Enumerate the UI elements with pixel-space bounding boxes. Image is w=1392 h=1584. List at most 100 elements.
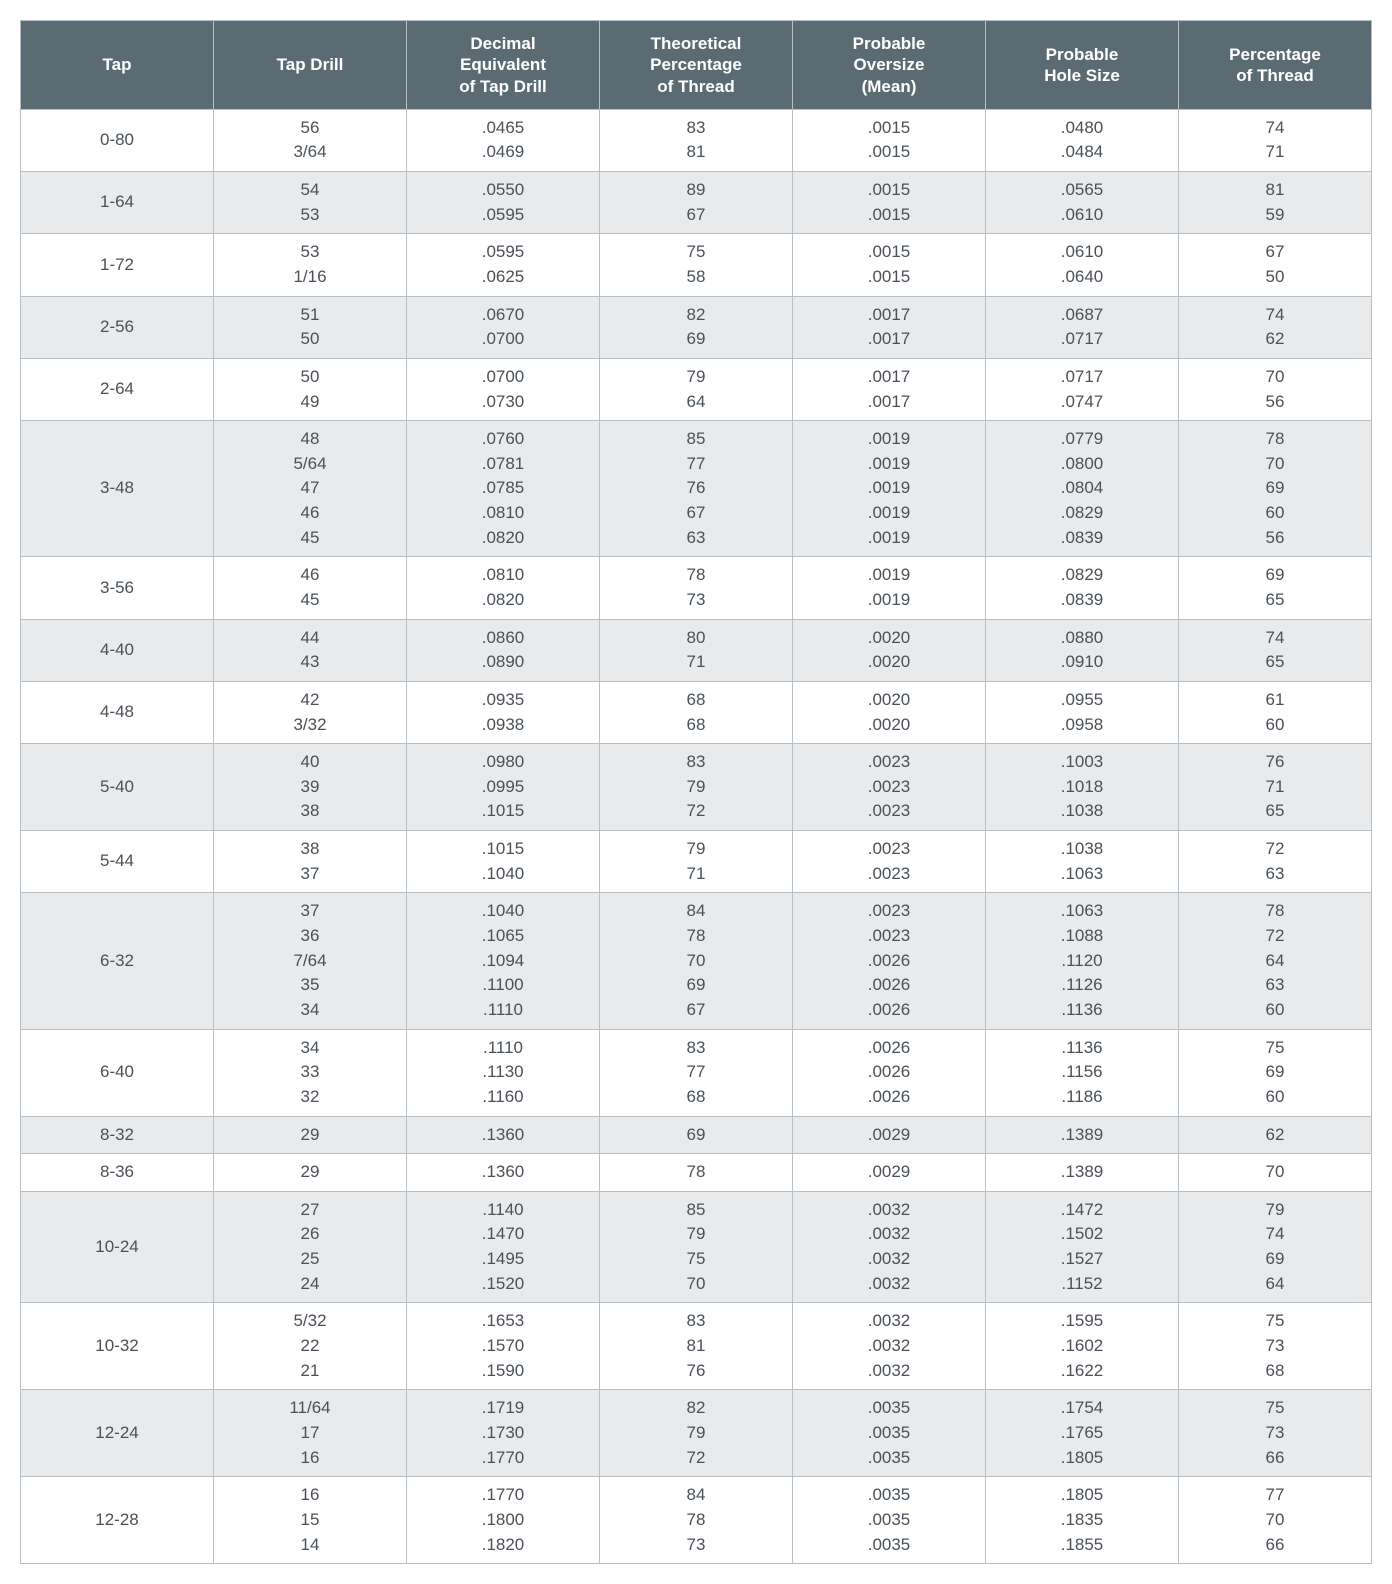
tap-drill-table: Tap Tap Drill Decimal Equivalent of Tap …: [20, 20, 1372, 1564]
table-cell: .1015 .1040: [407, 831, 600, 893]
table-cell: .0023 .0023 .0026 .0026 .0026: [793, 893, 986, 1029]
table-cell: 0-80: [21, 109, 214, 171]
table-cell: 78: [600, 1154, 793, 1192]
table-cell: 34 33 32: [214, 1029, 407, 1116]
table-cell: 85 77 76 67 63: [600, 421, 793, 557]
table-cell: 5/32 22 21: [214, 1303, 407, 1390]
table-cell: .1110 .1130 .1160: [407, 1029, 600, 1116]
table-cell: .1003 .1018 .1038: [986, 744, 1179, 831]
table-cell: 40 39 38: [214, 744, 407, 831]
table-cell: 42 3/32: [214, 681, 407, 743]
table-cell: 56 3/64: [214, 109, 407, 171]
table-cell: .1653 .1570 .1590: [407, 1303, 600, 1390]
table-cell: 50 49: [214, 358, 407, 420]
table-row: 3-4848 5/64 47 46 45.0760 .0781 .0785 .0…: [21, 421, 1372, 557]
table-cell: 83 77 68: [600, 1029, 793, 1116]
table-cell: 78 72 64 63 60: [1179, 893, 1372, 1029]
table-cell: .0029: [793, 1154, 986, 1192]
table-cell: 8-36: [21, 1154, 214, 1192]
table-row: 5-4040 39 38.0980 .0995 .101583 79 72.00…: [21, 744, 1372, 831]
table-cell: 54 53: [214, 172, 407, 234]
table-cell: .1754 .1765 .1805: [986, 1390, 1179, 1477]
table-cell: 61 60: [1179, 681, 1372, 743]
table-cell: 84 78 70 69 67: [600, 893, 793, 1029]
table-row: 1-6454 53.0550 .059589 67.0015 .0015.056…: [21, 172, 1372, 234]
col-tap: Tap: [21, 21, 214, 110]
table-cell: 74 62: [1179, 296, 1372, 358]
table-cell: .0465 .0469: [407, 109, 600, 171]
table-cell: 83 81: [600, 109, 793, 171]
table-cell: .0955 .0958: [986, 681, 1179, 743]
table-row: 4-4044 43.0860 .089080 71.0020 .0020.088…: [21, 619, 1372, 681]
table-cell: 29: [214, 1154, 407, 1192]
table-row: 10-325/32 22 21.1653 .1570 .159083 81 76…: [21, 1303, 1372, 1390]
table-cell: 83 79 72: [600, 744, 793, 831]
table-cell: .0023 .0023 .0023: [793, 744, 986, 831]
table-cell: 4-40: [21, 619, 214, 681]
table-cell: .0032 .0032 .0032 .0032: [793, 1191, 986, 1303]
table-cell: 4-48: [21, 681, 214, 743]
table-row: 6-3237 36 7/64 35 34.1040 .1065 .1094 .1…: [21, 893, 1372, 1029]
table-cell: .0015 .0015: [793, 234, 986, 296]
header-row: Tap Tap Drill Decimal Equivalent of Tap …: [21, 21, 1372, 110]
table-cell: .1038 .1063: [986, 831, 1179, 893]
table-cell: 78 70 69 60 56: [1179, 421, 1372, 557]
col-pct-thread: Percentage of Thread: [1179, 21, 1372, 110]
table-cell: .1805 .1835 .1855: [986, 1477, 1179, 1564]
table-cell: .0035 .0035 .0035: [793, 1390, 986, 1477]
table-cell: 3-48: [21, 421, 214, 557]
table-row: 12-2816 15 14.1770 .1800 .182084 78 73.0…: [21, 1477, 1372, 1564]
table-cell: 5-44: [21, 831, 214, 893]
table-cell: 69: [600, 1116, 793, 1154]
table-cell: 44 43: [214, 619, 407, 681]
table-row: 4-4842 3/32.0935 .093868 68.0020 .0020.0…: [21, 681, 1372, 743]
table-cell: .0017 .0017: [793, 296, 986, 358]
table-cell: 1-64: [21, 172, 214, 234]
table-cell: 38 37: [214, 831, 407, 893]
table-cell: .0829 .0839: [986, 557, 1179, 619]
table-cell: .0565 .0610: [986, 172, 1179, 234]
table-cell: 78 73: [600, 557, 793, 619]
table-row: 2-5651 50.0670 .070082 69.0017 .0017.068…: [21, 296, 1372, 358]
table-row: 6-4034 33 32.1110 .1130 .116083 77 68.00…: [21, 1029, 1372, 1116]
table-cell: 62: [1179, 1116, 1372, 1154]
table-cell: 27 26 25 24: [214, 1191, 407, 1303]
table-cell: 75 69 60: [1179, 1029, 1372, 1116]
table-cell: 76 71 65: [1179, 744, 1372, 831]
table-cell: .0880 .0910: [986, 619, 1179, 681]
table-cell: 12-28: [21, 1477, 214, 1564]
table-cell: .1136 .1156 .1186: [986, 1029, 1179, 1116]
table-cell: 53 1/16: [214, 234, 407, 296]
col-probable-hole: Probable Hole Size: [986, 21, 1179, 110]
table-cell: 6-40: [21, 1029, 214, 1116]
table-cell: 6-32: [21, 893, 214, 1029]
table-cell: .0670 .0700: [407, 296, 600, 358]
table-cell: .0687 .0717: [986, 296, 1179, 358]
table-cell: .0810 .0820: [407, 557, 600, 619]
table-cell: 70: [1179, 1154, 1372, 1192]
table-cell: 72 63: [1179, 831, 1372, 893]
table-cell: .0550 .0595: [407, 172, 600, 234]
table-cell: .0020 .0020: [793, 681, 986, 743]
table-cell: 75 73 66: [1179, 1390, 1372, 1477]
table-row: 8-3229.136069.0029.138962: [21, 1116, 1372, 1154]
table-cell: .0700 .0730: [407, 358, 600, 420]
table-cell: .1770 .1800 .1820: [407, 1477, 600, 1564]
col-theoretical-pct: Theoretical Percentage of Thread: [600, 21, 793, 110]
table-cell: .0015 .0015: [793, 172, 986, 234]
table-cell: 10-24: [21, 1191, 214, 1303]
table-cell: .1360: [407, 1154, 600, 1192]
table-cell: .0717 .0747: [986, 358, 1179, 420]
table-cell: 2-56: [21, 296, 214, 358]
table-cell: .1595 .1602 .1622: [986, 1303, 1179, 1390]
table-cell: .1719 .1730 .1770: [407, 1390, 600, 1477]
table-cell: 48 5/64 47 46 45: [214, 421, 407, 557]
table-cell: .0480 .0484: [986, 109, 1179, 171]
table-cell: 8-32: [21, 1116, 214, 1154]
table-cell: 77 70 66: [1179, 1477, 1372, 1564]
table-row: 12-2411/64 17 16.1719 .1730 .177082 79 7…: [21, 1390, 1372, 1477]
table-cell: 69 65: [1179, 557, 1372, 619]
table-cell: 79 64: [600, 358, 793, 420]
table-cell: .0017 .0017: [793, 358, 986, 420]
table-cell: 51 50: [214, 296, 407, 358]
